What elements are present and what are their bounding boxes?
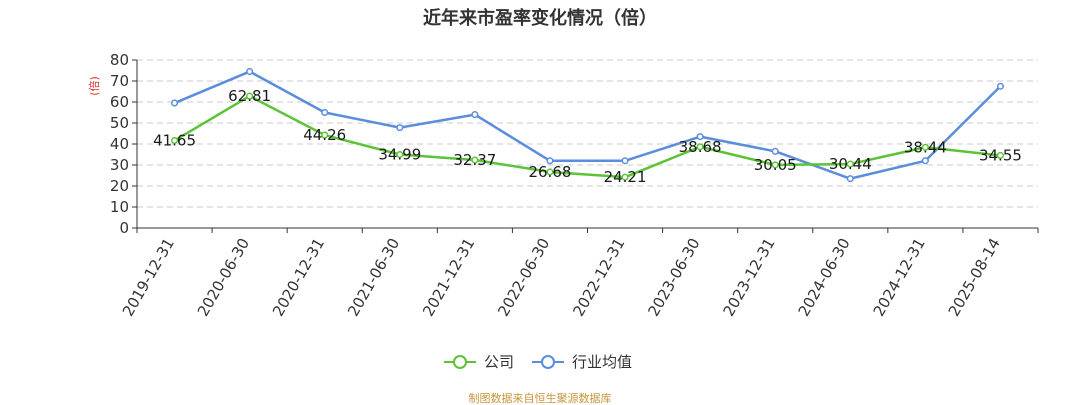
- data-point-company[interactable]: [996, 151, 1005, 159]
- data-point-company[interactable]: [321, 131, 329, 139]
- chart-title: 近年来市盈率变化情况（倍）: [423, 7, 657, 29]
- y-tick-label: 10: [110, 198, 129, 216]
- y-tick-label: 0: [119, 219, 129, 237]
- series-line-company: [173, 94, 1001, 179]
- legend-item-industry[interactable]: 行业均值: [532, 353, 632, 371]
- data-label-company: 34.99: [378, 146, 421, 164]
- y-tick-label: 50: [110, 114, 129, 132]
- data-point-industry[interactable]: [921, 157, 929, 165]
- data-source: 制图数据来自恒生聚源数据库: [469, 391, 612, 405]
- x-tick-label: 2024-06-30: [795, 235, 854, 320]
- data-point-industry[interactable]: [170, 99, 179, 107]
- y-tick-label: 80: [110, 51, 129, 69]
- x-tick-label: 2021-06-30: [344, 235, 403, 320]
- data-point-company[interactable]: [921, 143, 929, 151]
- y-axis-label: (倍): [87, 76, 101, 96]
- y-tick-label: 40: [110, 135, 129, 153]
- x-tick-label: 2023-06-30: [644, 235, 703, 320]
- data-label-company: 32.37: [453, 151, 496, 169]
- legend-label-industry: 行业均值: [572, 353, 632, 371]
- data-point-industry[interactable]: [246, 68, 254, 76]
- legend-item-company[interactable]: 公司: [444, 353, 514, 371]
- x-tick-label: 2020-06-30: [194, 235, 253, 320]
- data-point-company[interactable]: [546, 168, 554, 176]
- x-tick-label: 2019-12-31: [119, 235, 178, 320]
- series-line-industry: [174, 70, 1002, 180]
- data-point-company[interactable]: [621, 173, 629, 181]
- x-tick-label: 2023-12-31: [719, 235, 778, 320]
- data-point-industry[interactable]: [771, 147, 779, 155]
- data-label-company: 30.05: [754, 156, 797, 174]
- data-label-company: 38.68: [679, 138, 722, 156]
- data-point-industry[interactable]: [846, 175, 854, 183]
- data-point-company[interactable]: [246, 92, 254, 100]
- data-point-industry[interactable]: [621, 157, 629, 165]
- data-point-company[interactable]: [396, 150, 404, 159]
- y-tick-label: 30: [110, 156, 129, 174]
- data-label-company: 62.81: [228, 87, 271, 105]
- legend-label-company: 公司: [484, 353, 514, 371]
- data-label-company: 34.55: [979, 146, 1022, 164]
- y-tick-label: 70: [110, 72, 129, 90]
- data-label-company: 30.44: [829, 155, 872, 173]
- data-point-industry[interactable]: [321, 108, 329, 117]
- data-point-industry[interactable]: [396, 124, 404, 132]
- data-point-company[interactable]: [170, 136, 179, 145]
- data-label-company: 38.44: [904, 138, 947, 156]
- y-tick-label: 60: [110, 93, 129, 111]
- y-tick-label: 20: [110, 177, 129, 195]
- data-label-company: 41.65: [153, 132, 196, 150]
- legend-marker-industry: [541, 355, 555, 369]
- x-tick-label: 2022-06-30: [494, 235, 553, 320]
- data-point-industry[interactable]: [471, 111, 479, 119]
- x-tick-label: 2021-12-31: [419, 235, 478, 320]
- x-tick-label: 2024-12-31: [870, 235, 929, 320]
- data-point-industry[interactable]: [696, 133, 704, 141]
- data-label-company: 26.68: [528, 163, 571, 181]
- data-point-industry[interactable]: [996, 82, 1005, 90]
- data-label-company: 44.26: [303, 126, 346, 144]
- x-tick-label: 2020-12-31: [269, 235, 328, 320]
- data-point-company[interactable]: [771, 161, 779, 169]
- x-tick-label: 2022-12-31: [569, 235, 628, 320]
- legend: 公司 行业均值: [444, 353, 632, 371]
- x-tick-label: 2025-08-14: [945, 235, 1004, 320]
- data-point-industry[interactable]: [546, 157, 554, 165]
- data-label-company: 24.21: [604, 168, 647, 186]
- data-point-company[interactable]: [471, 156, 479, 164]
- data-point-company[interactable]: [696, 143, 704, 151]
- data-point-company[interactable]: [846, 160, 854, 168]
- legend-marker-company: [453, 355, 467, 369]
